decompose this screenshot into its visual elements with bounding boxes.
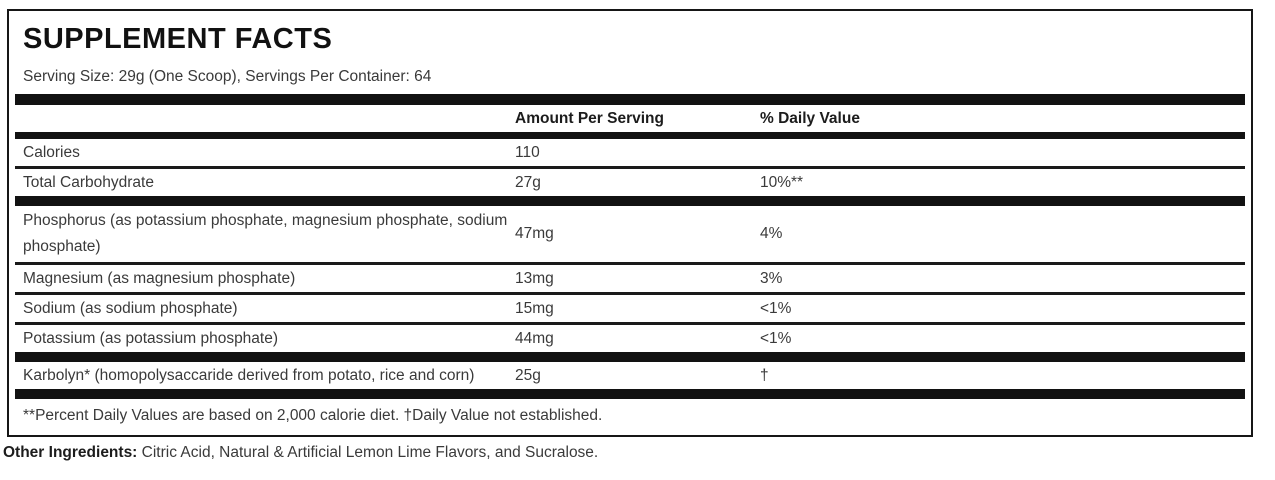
table-row-potassium: Potassium (as potassium phosphate) 44mg … [15, 325, 1245, 352]
column-header-daily-value: % Daily Value [760, 109, 860, 127]
row-daily-value: 4% [760, 225, 783, 242]
table-row-calories: Calories 110 [15, 139, 1245, 166]
table-row-total-carbohydrate: Total Carbohydrate 27g 10%** [15, 169, 1245, 196]
row-separator [15, 262, 1245, 265]
row-daily-value: <1% [760, 299, 792, 317]
row-label: Total Carbohydrate [23, 173, 154, 191]
row-label: Potassium (as potassium phosphate) [23, 329, 279, 347]
row-amount: 44mg [515, 329, 554, 347]
table-row-karbolyn: Karbolyn* (homopolysaccaride derived fro… [15, 362, 1245, 389]
row-label: Magnesium (as magnesium phosphate) [23, 269, 296, 287]
row-daily-value: † [760, 366, 769, 384]
row-label: Phosphorus (as potassium phosphate, magn… [23, 212, 508, 255]
table-row-phosphorus: Phosphorus (as potassium phosphate, magn… [15, 206, 1245, 262]
row-amount: 25g [515, 366, 541, 384]
row-label: Calories [23, 143, 80, 161]
other-ingredients: Other Ingredients: Citric Acid, Natural … [3, 444, 1275, 462]
serving-info: Serving Size: 29g (One Scoop), Servings … [23, 68, 432, 85]
divider-bar [15, 389, 1245, 399]
row-amount: 47mg [515, 225, 554, 242]
panel-title: SUPPLEMENT FACTS [23, 23, 333, 55]
row-amount: 13mg [515, 269, 554, 287]
table-row-magnesium: Magnesium (as magnesium phosphate) 13mg … [15, 265, 1245, 292]
row-amount: 15mg [515, 299, 554, 317]
daily-value-footnote: **Percent Daily Values are based on 2,00… [23, 407, 603, 424]
divider-bar [15, 94, 1245, 105]
column-header-amount: Amount Per Serving [515, 109, 664, 127]
divider-bar [15, 352, 1245, 362]
row-amount: 110 [515, 143, 540, 161]
supplement-facts-panel: SUPPLEMENT FACTS Serving Size: 29g (One … [7, 9, 1253, 437]
divider-bar [15, 196, 1245, 206]
other-ingredients-label: Other Ingredients: [3, 444, 138, 461]
row-separator [15, 166, 1245, 169]
row-separator [15, 292, 1245, 295]
column-header-row: Amount Per Serving % Daily Value [15, 105, 1245, 132]
row-separator [15, 322, 1245, 325]
divider-bar [15, 132, 1245, 139]
row-label: Karbolyn* (homopolysaccaride derived fro… [23, 366, 475, 384]
table-row-sodium: Sodium (as sodium phosphate) 15mg <1% [15, 295, 1245, 322]
row-daily-value: 10%** [760, 173, 804, 191]
row-label: Sodium (as sodium phosphate) [23, 299, 238, 317]
row-daily-value: 3% [760, 269, 783, 287]
other-ingredients-text: Citric Acid, Natural & Artificial Lemon … [137, 444, 599, 461]
row-amount: 27g [515, 173, 541, 191]
row-daily-value: <1% [760, 329, 792, 347]
